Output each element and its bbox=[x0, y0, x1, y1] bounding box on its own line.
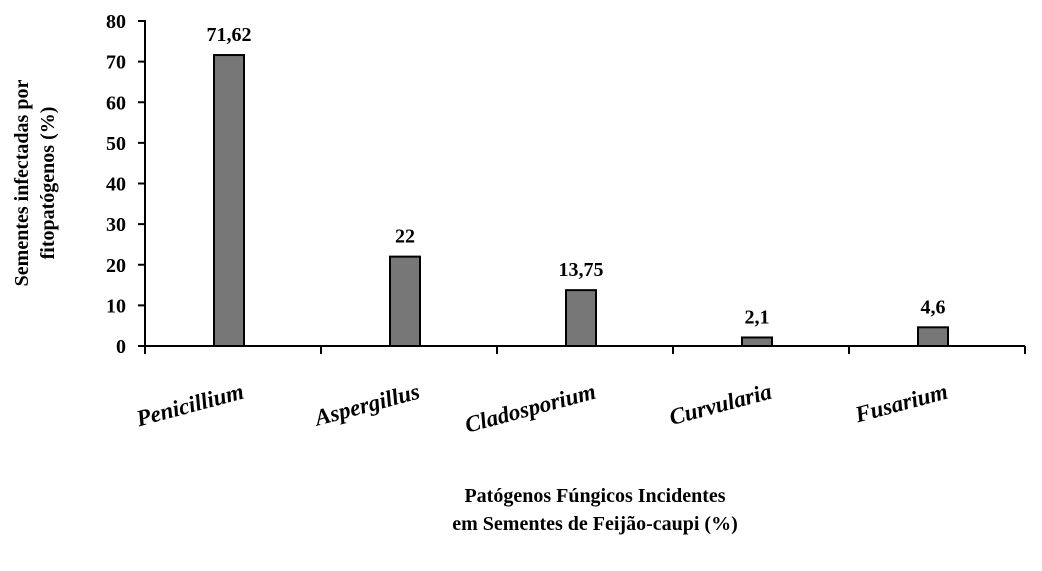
y-tick-label: 80 bbox=[106, 11, 126, 33]
bar bbox=[917, 326, 949, 347]
y-tick-label: 40 bbox=[106, 174, 126, 196]
x-tick-label: Curvularia bbox=[667, 379, 775, 430]
y-axis-label: Sementes infectadas por bbox=[11, 80, 33, 287]
bar bbox=[213, 54, 245, 347]
y-tick-label: 10 bbox=[106, 295, 126, 317]
y-tick-label: 0 bbox=[116, 336, 126, 358]
x-tick-label: Penicillium bbox=[133, 379, 247, 432]
x-tick-label: Fusarium bbox=[851, 379, 950, 428]
bar bbox=[741, 336, 773, 347]
x-axis-label: em Sementes de Feijão-caupi (%) bbox=[452, 513, 738, 535]
x-axis-label: Patógenos Fúngicos Incidentes bbox=[464, 485, 725, 507]
y-tick-label: 70 bbox=[106, 52, 126, 74]
value-label: 71,62 bbox=[207, 24, 252, 46]
value-label: 2,1 bbox=[745, 306, 770, 328]
y-axis-label: fitopatógenos (%) bbox=[37, 107, 59, 260]
y-tick-label: 20 bbox=[106, 255, 126, 277]
y-tick-label: 30 bbox=[106, 214, 126, 236]
bar bbox=[565, 289, 597, 347]
x-tick-label: Cladosporium bbox=[462, 379, 598, 438]
x-tick-label: Aspergillus bbox=[310, 379, 422, 431]
bar bbox=[389, 255, 421, 347]
y-tick-label: 50 bbox=[106, 133, 126, 155]
y-tick-label: 60 bbox=[106, 92, 126, 114]
value-label: 13,75 bbox=[559, 259, 604, 281]
value-label: 22 bbox=[395, 226, 415, 248]
value-label: 4,6 bbox=[921, 296, 946, 318]
